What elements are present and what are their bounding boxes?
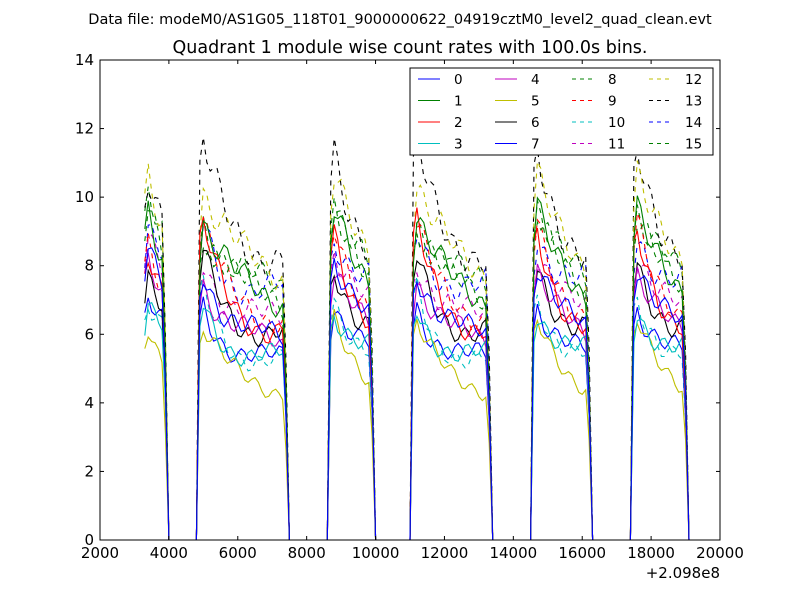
legend-label-9: 9 <box>608 94 617 110</box>
legend-label-3: 3 <box>454 137 463 153</box>
legend-label-8: 8 <box>608 72 617 88</box>
legend-label-7: 7 <box>531 137 540 153</box>
x-tick-label: 18000 <box>627 544 675 562</box>
legend-box <box>409 67 714 156</box>
y-tick-label: 14 <box>75 51 94 69</box>
y-tick-label: 0 <box>84 531 94 549</box>
figure-suptitle: Data file: modeM0/AS1G05_118T01_90000006… <box>88 12 712 28</box>
x-tick-label: 14000 <box>489 544 537 562</box>
legend-label-1: 1 <box>454 94 463 110</box>
legend-label-12: 12 <box>685 72 702 88</box>
x-offset-label: +2.098e8 <box>646 564 720 582</box>
legend-label-15: 15 <box>685 137 702 153</box>
x-tick-label: 4000 <box>150 544 188 562</box>
chart-title: Quadrant 1 module wise count rates with … <box>173 38 648 58</box>
y-tick-label: 8 <box>84 257 94 275</box>
x-tick-label: 6000 <box>219 544 257 562</box>
legend-label-4: 4 <box>531 72 540 88</box>
series-line-9 <box>144 212 690 541</box>
legend-label-0: 0 <box>454 72 463 88</box>
legend-label-11: 11 <box>608 137 625 153</box>
x-tick-label: 16000 <box>558 544 606 562</box>
y-tick-label: 12 <box>75 120 94 138</box>
legend-label-2: 2 <box>454 115 463 131</box>
x-tick-label: 8000 <box>288 544 326 562</box>
legend-label-5: 5 <box>531 94 540 110</box>
x-tick-label: 2000 <box>81 544 119 562</box>
legend-label-10: 10 <box>608 115 625 131</box>
legend-label-14: 14 <box>685 115 702 131</box>
legend-label-6: 6 <box>531 115 540 131</box>
y-tick-label: 6 <box>84 325 94 343</box>
x-tick-label: 20000 <box>696 544 744 562</box>
x-tick-label: 12000 <box>421 544 469 562</box>
x-tick-label: 10000 <box>352 544 400 562</box>
y-tick-label: 2 <box>84 462 94 480</box>
tick-layer: 2000 4000 6000 8000 10000 12000 14000 16000 1800… <box>75 51 744 562</box>
legend-label-13: 13 <box>685 94 702 110</box>
axes-frame <box>99 59 721 541</box>
y-tick-label: 4 <box>84 394 94 412</box>
y-tick-label: 10 <box>75 188 94 206</box>
